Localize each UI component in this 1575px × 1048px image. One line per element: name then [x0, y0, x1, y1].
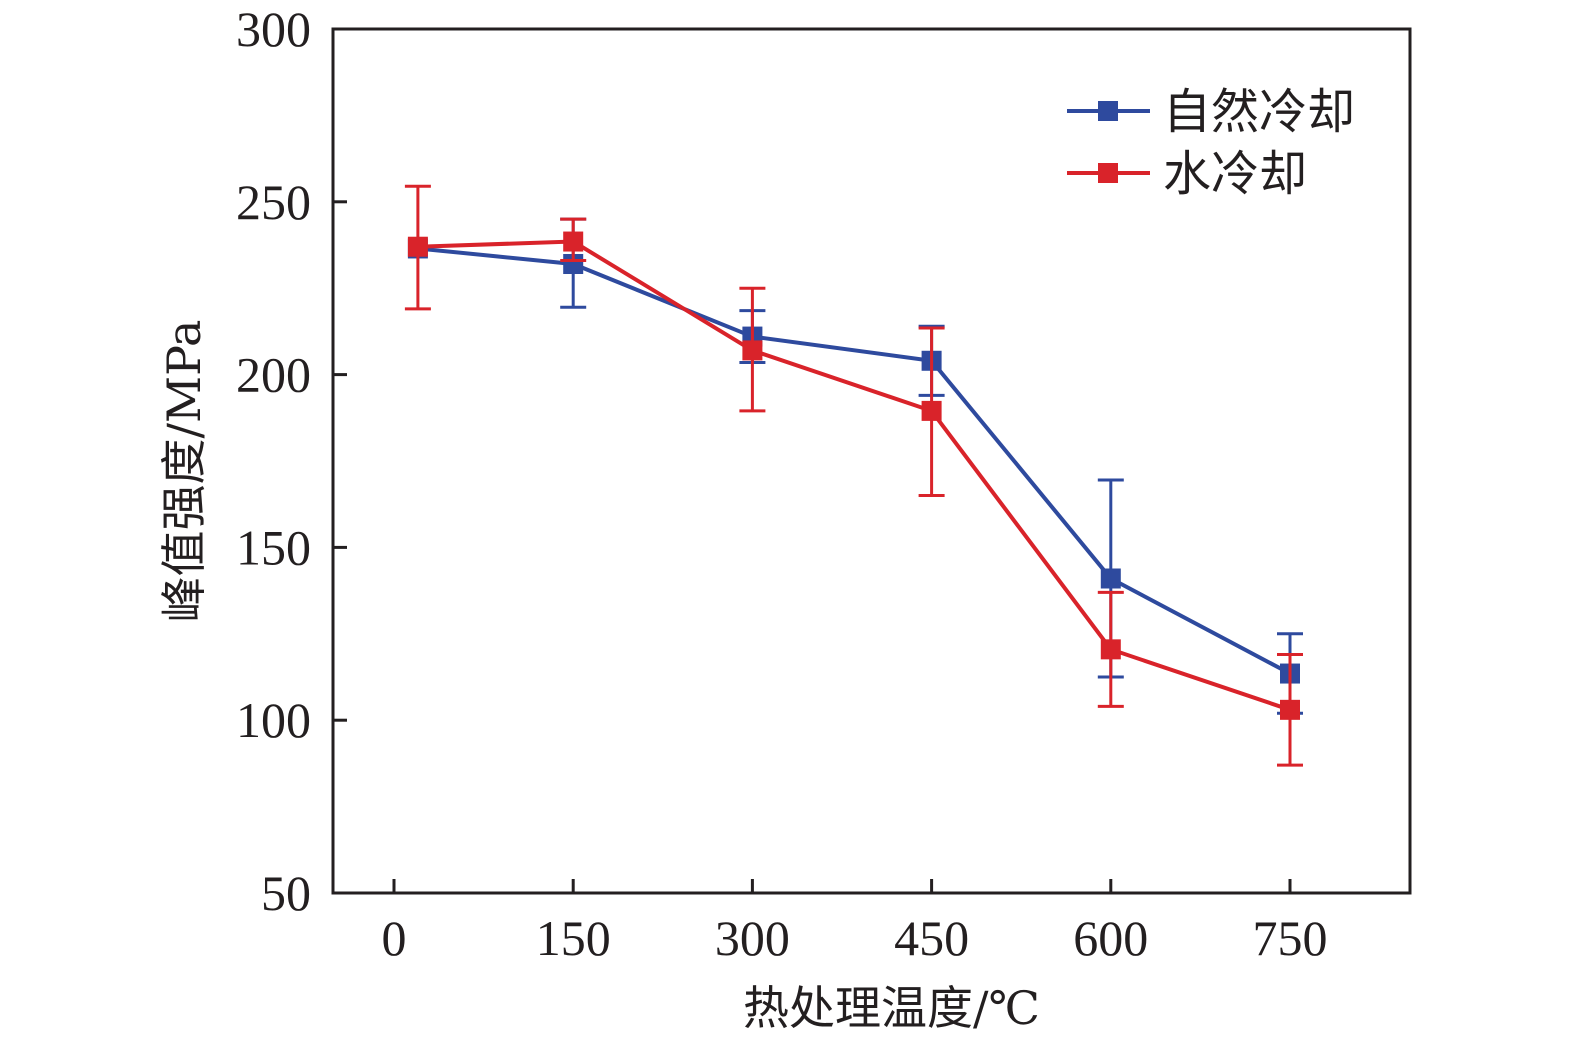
- data-point: [563, 231, 584, 252]
- series-layer: [404, 184, 1303, 767]
- y-tick-label: 50: [261, 865, 311, 921]
- legend-label: 水冷却: [1163, 146, 1307, 202]
- series-natural-cooling: [407, 217, 1303, 715]
- x-tick-label: 750: [1253, 910, 1328, 966]
- data-point: [742, 340, 763, 361]
- y-axis-title: 峰值强度/MPa: [157, 320, 211, 623]
- legend-item: 自然冷却: [1067, 84, 1355, 140]
- legend-marker: [1098, 101, 1118, 121]
- axes: 50 100 150 200 250 300 0 150 300 450 600 750: [236, 1, 1412, 966]
- x-axis-title: 热处理温度/℃: [743, 981, 1040, 1035]
- series-water-cooling: [404, 184, 1303, 767]
- x-tick-label: 0: [382, 910, 407, 966]
- data-point: [921, 400, 942, 421]
- y-tick-label: 250: [236, 174, 311, 230]
- data-point: [1280, 699, 1300, 720]
- x-tick-label: 150: [536, 910, 611, 966]
- legend-label: 自然冷却: [1163, 84, 1355, 140]
- x-tick-label: 600: [1073, 910, 1148, 966]
- series-line: [417, 239, 1291, 712]
- data-point: [1100, 639, 1121, 660]
- y-tick-label: 300: [236, 1, 311, 57]
- data-point: [407, 236, 428, 257]
- legend-item: 水冷却: [1067, 146, 1307, 202]
- y-tick-label: 150: [236, 519, 311, 575]
- data-point: [1100, 568, 1121, 589]
- y-tick-label: 200: [236, 347, 311, 403]
- x-tick-label: 450: [894, 910, 969, 966]
- x-tick-label: 300: [715, 910, 790, 966]
- data-point: [563, 254, 584, 275]
- y-tick-label: 100: [236, 692, 311, 748]
- series-line: [417, 246, 1291, 676]
- legend-marker: [1098, 163, 1118, 183]
- plot-frame: [331, 27, 1412, 895]
